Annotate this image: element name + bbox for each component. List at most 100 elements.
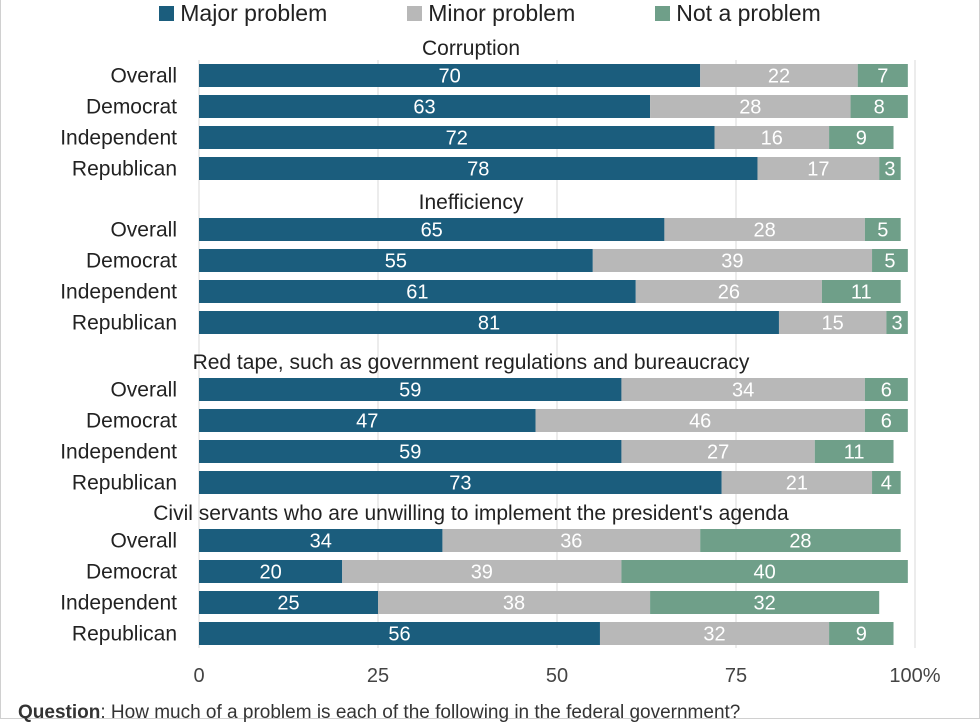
data-label: 7 — [877, 66, 888, 88]
row-label: Republican — [72, 472, 177, 495]
row-label: Republican — [72, 158, 177, 181]
data-label: 17 — [807, 159, 829, 181]
data-label: 70 — [438, 66, 460, 88]
footnote-label: Question — [18, 702, 101, 723]
group-title: Red tape, such as government regulations… — [193, 351, 750, 374]
bar-segment — [621, 378, 865, 401]
bar-segment — [714, 126, 830, 149]
data-label: 5 — [877, 220, 888, 242]
legend-swatch-major — [159, 5, 175, 21]
bar-segment — [757, 157, 880, 180]
footnote-text: : How much of a problem is each of the f… — [100, 702, 741, 723]
legend-item-not: Not a problem — [655, 0, 821, 26]
bar-segment — [872, 471, 901, 494]
data-label: 47 — [356, 411, 378, 433]
bar-segment — [650, 95, 851, 118]
data-label: 32 — [703, 624, 725, 646]
data-label: 16 — [761, 128, 783, 150]
bar-segment — [199, 622, 600, 645]
bar-segment — [199, 280, 636, 303]
bar-segment — [535, 409, 865, 432]
bar-segment — [442, 529, 701, 552]
data-label: 9 — [856, 624, 867, 646]
data-label: 39 — [721, 251, 743, 273]
data-label: 34 — [310, 531, 332, 553]
data-label: 72 — [446, 128, 468, 150]
bar-segment — [199, 64, 701, 87]
data-label: 11 — [851, 282, 872, 304]
bar-segment — [864, 218, 901, 241]
bar-segment — [199, 126, 715, 149]
bar-segment — [850, 95, 908, 118]
data-label: 8 — [874, 97, 885, 119]
legend-swatch-minor — [407, 5, 423, 21]
group-title: Civil servants who are unwilling to impl… — [153, 502, 789, 525]
data-label: 6 — [881, 380, 892, 402]
row-label: Overall — [110, 379, 177, 402]
bar-segment — [664, 218, 865, 241]
bar-segment — [199, 157, 758, 180]
data-label: 3 — [892, 313, 903, 335]
group-title: Inefficiency — [419, 191, 524, 214]
legend-label-not: Not a problem — [676, 0, 821, 26]
row-label: Independent — [60, 441, 177, 464]
data-label: 25 — [277, 593, 299, 615]
data-label: 28 — [789, 531, 811, 553]
bar-segment — [721, 471, 873, 494]
bar-segment — [199, 409, 536, 432]
data-label: 56 — [388, 624, 410, 646]
data-label: 3 — [884, 159, 895, 181]
bar-segment — [821, 280, 901, 303]
bar-segment — [199, 249, 593, 272]
bar-segment — [199, 471, 722, 494]
bar-segment — [199, 529, 443, 552]
data-label: 32 — [754, 593, 776, 615]
bar-segment — [592, 249, 873, 272]
footnote: Question: How much of a problem is each … — [18, 702, 968, 724]
data-label: 6 — [881, 411, 892, 433]
row-label: Overall — [110, 65, 177, 88]
data-label: 59 — [399, 380, 421, 402]
bar-segment — [199, 311, 779, 334]
bar-segment — [814, 440, 894, 463]
data-label: 55 — [385, 251, 407, 273]
bar-segment — [829, 622, 894, 645]
row-label: Independent — [60, 592, 177, 615]
data-label: 21 — [786, 473, 808, 495]
bar-segment — [342, 560, 622, 583]
data-label: 63 — [413, 97, 435, 119]
data-label: 27 — [707, 442, 729, 464]
data-label: 46 — [689, 411, 711, 433]
bar-segment — [378, 591, 651, 614]
data-label: 4 — [881, 473, 892, 495]
stacked-bar-chart: 0 25 50 75 100% Corruption Overall 70 22 7 Democra… — [60, 37, 941, 687]
data-label: 73 — [449, 473, 471, 495]
bar-segment — [199, 560, 343, 583]
data-label: 38 — [503, 593, 525, 615]
bar-segment — [199, 378, 622, 401]
row-label: Democrat — [86, 410, 177, 433]
data-label: 9 — [856, 128, 867, 150]
bar-segment — [199, 218, 665, 241]
bar-segment — [635, 280, 822, 303]
data-label: 26 — [718, 282, 740, 304]
bar-segment — [199, 95, 651, 118]
bar-segment — [857, 64, 908, 87]
data-label: 39 — [471, 562, 493, 584]
legend-swatch-not — [655, 5, 671, 21]
data-label: 78 — [467, 159, 489, 181]
x-tick-label: 0 — [193, 665, 204, 687]
legend: Major problem Minor problem Not a proble… — [0, 0, 980, 26]
row-label: Independent — [60, 127, 177, 150]
row-label: Democrat — [86, 561, 177, 584]
legend-label-major: Major problem — [180, 0, 328, 26]
bar-segment — [650, 591, 880, 614]
bar-segment — [864, 409, 908, 432]
row-label: Overall — [110, 219, 177, 242]
bar-segment — [599, 622, 830, 645]
x-tick-label: 50 — [546, 665, 568, 687]
data-label: 36 — [560, 531, 582, 553]
row-label: Republican — [72, 312, 177, 335]
data-label: 65 — [421, 220, 443, 242]
group-title: Corruption — [422, 37, 520, 60]
